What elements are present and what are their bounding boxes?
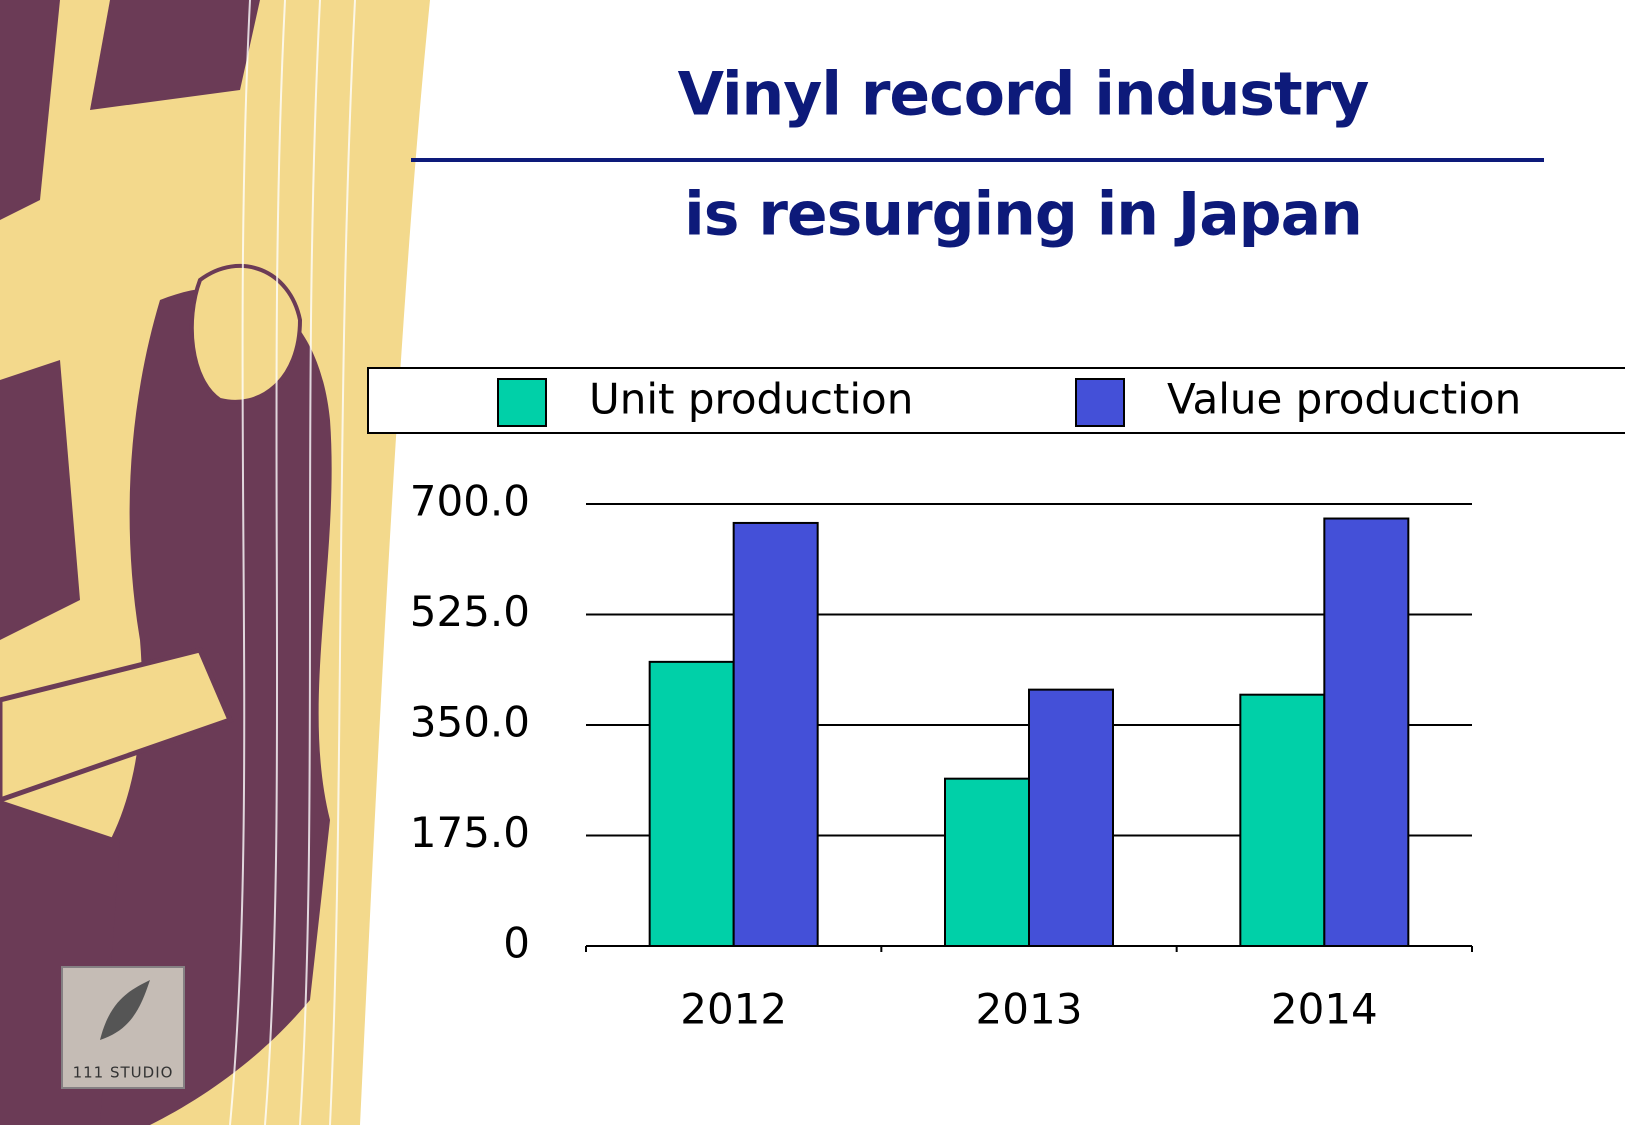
y-tick-label: 0 <box>503 919 530 968</box>
y-tick-label: 350.0 <box>410 698 530 747</box>
legend-label: Unit production <box>589 375 913 424</box>
chart-title: is resurging in Japan <box>684 180 1362 250</box>
bar <box>732 521 819 947</box>
legend <box>367 367 1625 434</box>
legend-swatch <box>1075 378 1125 427</box>
watermark: 111 STUDIO <box>73 1064 174 1082</box>
bar <box>648 660 735 947</box>
y-tick-label: 525.0 <box>410 587 530 636</box>
y-tick-label: 175.0 <box>410 808 530 857</box>
bar <box>944 777 1030 948</box>
legend-label: Value production <box>1167 375 1521 424</box>
chart-title: Vinyl record industry <box>678 60 1370 130</box>
x-tick-label: 2012 <box>680 985 787 1034</box>
bar <box>1323 517 1410 947</box>
legend-swatch <box>497 378 547 427</box>
x-tick-label: 2014 <box>1271 985 1378 1034</box>
x-tick-label: 2013 <box>976 985 1083 1034</box>
bar <box>1239 693 1326 947</box>
illustration: 111 STUDIO <box>0 0 430 1125</box>
y-tick-label: 700.0 <box>410 477 530 526</box>
bar <box>1028 688 1114 947</box>
